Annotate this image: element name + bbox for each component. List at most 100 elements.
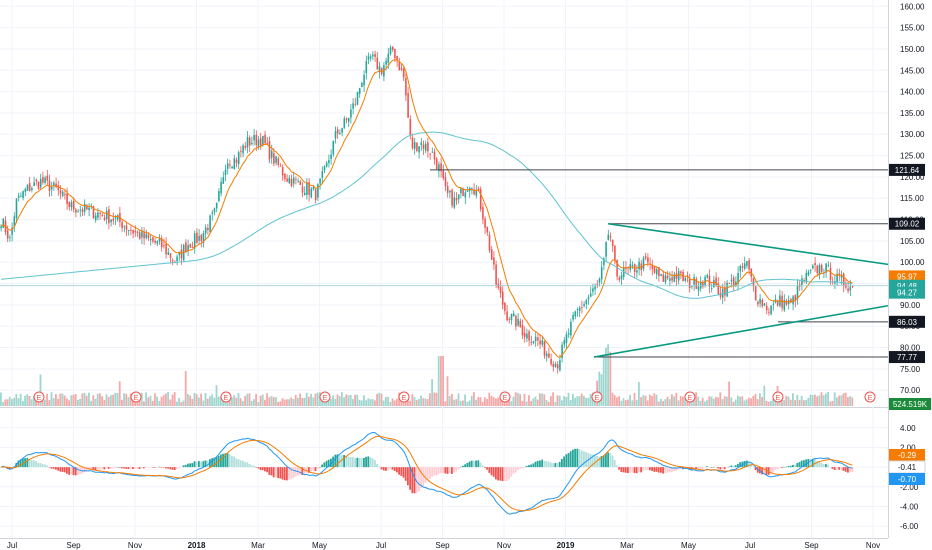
macd-histogram-bar <box>569 451 572 468</box>
macd-histogram-bar <box>393 467 396 472</box>
candle-body <box>240 150 242 152</box>
macd-histogram-bar <box>536 460 539 468</box>
candle <box>488 231 491 253</box>
macd-histogram-bar <box>827 464 829 468</box>
macd-histogram-bar <box>158 466 161 468</box>
candle-body <box>488 234 491 251</box>
macd-histogram-bar <box>486 467 488 470</box>
candle-body <box>836 273 838 283</box>
candle <box>136 230 139 237</box>
candle <box>325 160 328 168</box>
macd-histogram-bar <box>803 460 805 468</box>
horizontal-levels[interactable] <box>0 169 888 358</box>
price-tick-label: 150.00 <box>900 45 925 54</box>
volume-bar <box>200 393 202 406</box>
candle <box>825 263 827 278</box>
volume-bar <box>451 393 453 406</box>
macd-histogram-bar <box>235 458 238 468</box>
candle-body <box>319 178 321 184</box>
volume-bar <box>191 398 194 406</box>
macd-histogram-bar <box>567 453 570 468</box>
candle <box>416 142 418 153</box>
candle-body <box>365 61 368 73</box>
macd-histogram-bar <box>83 467 86 472</box>
macd-histogram-bar <box>358 457 361 468</box>
candle-body <box>81 209 84 212</box>
candle <box>83 199 86 216</box>
candle-body <box>640 263 643 271</box>
candle <box>103 214 106 222</box>
volume-bar <box>499 395 502 406</box>
candle-body <box>405 77 407 96</box>
price-tick-label: 140.00 <box>900 88 925 97</box>
candle <box>402 66 405 81</box>
earnings-marker: E <box>319 391 331 403</box>
macd-histogram-bar <box>382 467 385 471</box>
volume-bar <box>187 393 189 406</box>
macd-histogram-bar <box>627 467 629 473</box>
macd-histogram-bar <box>85 467 88 472</box>
volume-bar <box>17 398 20 406</box>
volume-bar <box>154 393 156 406</box>
volume-bar <box>279 401 282 406</box>
candle-body <box>387 53 390 63</box>
candle <box>211 209 214 221</box>
triangle-trendlines[interactable] <box>593 222 889 358</box>
earnings-marker-circle <box>398 391 410 403</box>
volume-bar <box>358 399 361 406</box>
earnings-marker-label: E <box>37 395 42 402</box>
candle <box>295 176 297 185</box>
volume-bar <box>770 400 772 406</box>
volume-bar <box>90 400 92 406</box>
volume-bar <box>121 399 123 406</box>
candle <box>757 300 759 307</box>
candle <box>790 298 792 304</box>
macd-histogram-bar <box>316 467 319 470</box>
macd-histogram-bar <box>418 467 420 492</box>
volume-bar <box>627 399 629 406</box>
candle-body <box>702 283 704 287</box>
candle-body <box>171 259 174 261</box>
candle <box>440 157 442 178</box>
macd-histogram-bar <box>310 467 312 472</box>
volume-bar <box>68 400 70 406</box>
candle <box>341 127 343 137</box>
volume-bar <box>842 393 845 406</box>
volume-bar <box>607 344 609 406</box>
candle <box>702 280 704 289</box>
macd-histogram-bar <box>57 467 59 471</box>
macd-histogram-bar <box>420 467 422 489</box>
price-tick-label: 90.00 <box>900 301 921 310</box>
candle-body <box>145 233 148 239</box>
candle-body <box>226 163 229 169</box>
volume-bar <box>442 356 444 406</box>
candle <box>644 252 647 261</box>
macd-histogram-bar <box>609 453 612 468</box>
macd-histogram-bar <box>237 459 240 468</box>
earnings-marker-label: E <box>595 395 600 402</box>
candle-body <box>455 198 458 201</box>
candlestick-series[interactable] <box>0 45 854 374</box>
candle <box>809 269 812 274</box>
candle-body <box>275 156 277 163</box>
candle <box>39 173 42 190</box>
macd-histogram-bar <box>292 467 295 478</box>
candle <box>759 293 761 308</box>
volume-bar <box>114 392 117 406</box>
candle <box>160 235 163 252</box>
earnings-marker: E <box>33 391 45 403</box>
volume-bar <box>22 401 24 406</box>
time-axis[interactable]: Jul Sep Nov 2018 Mar May Jul Sep Nov 2019 Mar May Ju… <box>7 541 880 550</box>
candle-body <box>543 341 546 356</box>
candle-body <box>383 65 385 77</box>
candle <box>446 181 449 198</box>
volume-bar <box>96 393 99 406</box>
candle-body <box>653 266 656 273</box>
volume-bar <box>682 396 684 406</box>
macd-histogram-bar <box>77 467 79 476</box>
candle-body <box>517 318 519 326</box>
macd-histogram-bar <box>574 448 576 468</box>
candle <box>44 175 46 185</box>
